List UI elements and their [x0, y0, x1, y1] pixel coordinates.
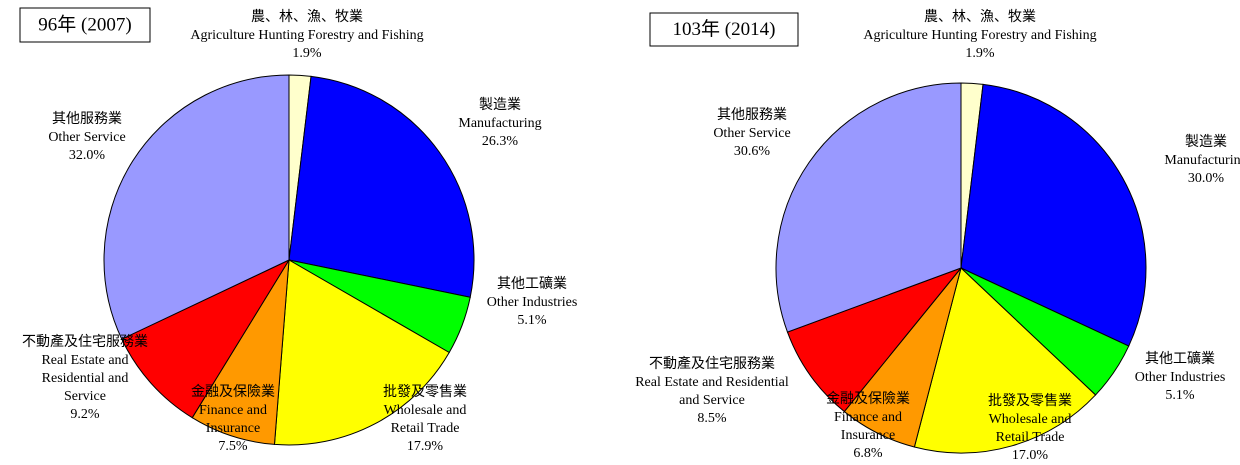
slice-label-zh: 其他工礦業 — [497, 275, 567, 292]
slice-label-en: Other Industries — [1135, 370, 1226, 385]
pie-slice — [273, 259, 450, 446]
value-label: 8.5% — [697, 411, 727, 426]
slice-label-en: Wholesale and — [384, 403, 467, 418]
slice-label-zh: 其他服務業 — [717, 107, 787, 123]
slice-label-en: Retail Trade — [391, 421, 460, 436]
slice-label-zh: 不動產及住宅服務業 — [649, 355, 775, 372]
slice-label-zh: 批發及零售業 — [988, 393, 1072, 409]
slice-label-zh: 其他工礦業 — [1145, 350, 1215, 367]
chart-title: 96年 (2007) — [38, 13, 131, 35]
slice-label-en: Other Service — [48, 130, 125, 145]
slice-label-en: Wholesale and — [989, 412, 1072, 427]
slice-label-zh: 其他服務業 — [52, 111, 122, 127]
value-label: 1.9% — [292, 46, 322, 61]
pie-slice — [288, 75, 475, 298]
slice-label-en: Service — [64, 389, 106, 404]
slice-label-zh: 批發及零售業 — [383, 384, 467, 400]
pie-slice — [775, 82, 962, 333]
slice-label-en: Other Industries — [487, 295, 578, 310]
value-label: 17.9% — [407, 439, 444, 454]
chart-title: 103年 (2014) — [673, 18, 776, 40]
slice-label-en: Insurance — [841, 428, 895, 443]
slice-label-zh: 金融及保險業 — [191, 384, 275, 400]
value-label: 17.0% — [1012, 448, 1049, 463]
slice-label-en: and Service — [679, 393, 745, 408]
slice-label-zh: 製造業 — [1185, 134, 1227, 150]
slice-label-en: Agriculture Hunting Forestry and Fishing — [190, 28, 423, 43]
pie-slice — [913, 267, 1097, 454]
pie-slice — [786, 266, 963, 413]
slice-label-en: Manufacturing — [1164, 153, 1240, 168]
slice-label-en: Real Estate and — [41, 353, 128, 368]
pie-slice — [960, 83, 1147, 347]
value-label: 5.1% — [1165, 388, 1195, 403]
slice-label-en: Other Service — [713, 126, 790, 141]
value-label: 6.8% — [853, 446, 883, 461]
pie-slice — [121, 258, 291, 419]
pie-slice — [103, 74, 290, 340]
slice-label-zh: 金融及保險業 — [826, 391, 910, 407]
slice-label-en: Agriculture Hunting Forestry and Fishing — [863, 28, 1096, 43]
slice-label-en: Manufacturing — [458, 116, 541, 131]
slice-label-zh: 農、林、漁、牧業 — [924, 9, 1036, 25]
slice-label-en: Insurance — [206, 421, 260, 436]
slice-label-en: Retail Trade — [996, 430, 1065, 445]
title-box — [649, 12, 799, 47]
value-label: 1.9% — [965, 46, 995, 61]
value-label: 9.2% — [70, 407, 100, 422]
slice-label-en: Finance and — [834, 410, 902, 425]
value-label: 30.6% — [734, 144, 771, 159]
value-label: 30.0% — [1188, 171, 1225, 186]
slice-label-zh: 不動產及住宅服務業 — [22, 333, 148, 350]
slice-label-en: Residential and — [42, 371, 129, 386]
value-label: 5.1% — [517, 313, 547, 328]
slice-label-zh: 農、林、漁、牧業 — [251, 9, 363, 25]
slice-label-en: Finance and — [199, 403, 267, 418]
slice-label-en: Real Estate and Residential — [635, 375, 789, 390]
title-box — [19, 7, 151, 43]
value-label: 7.5% — [218, 439, 248, 454]
value-label: 26.3% — [482, 134, 519, 149]
slice-label-zh: 製造業 — [479, 97, 521, 113]
value-label: 32.0% — [69, 148, 106, 163]
